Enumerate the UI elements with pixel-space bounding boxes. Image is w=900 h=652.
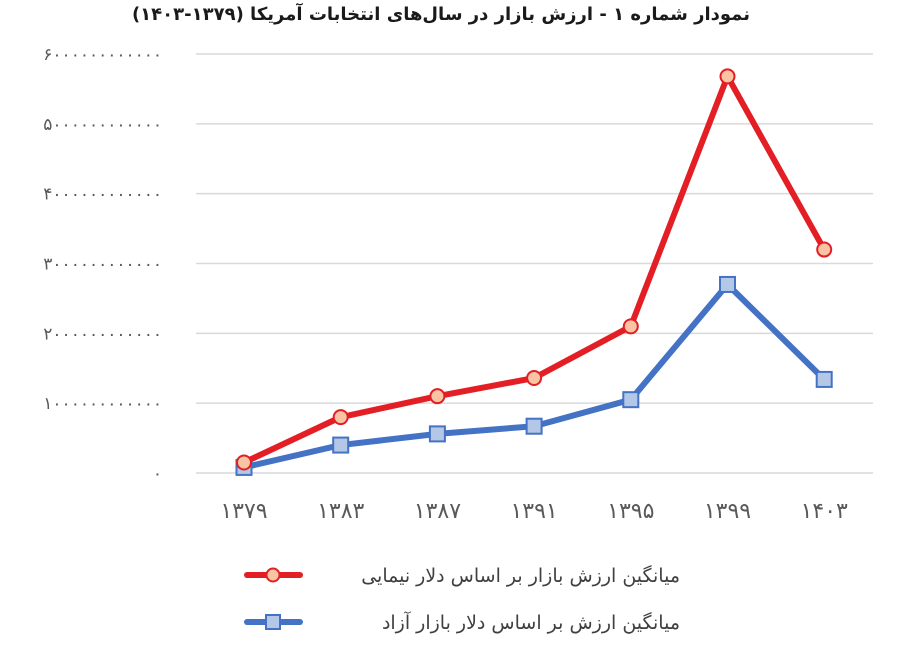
circle-marker [429, 388, 446, 405]
x-tick-label: ۱۳۸۳ [317, 499, 364, 524]
series-free-market-dollar [235, 275, 833, 476]
square-marker [525, 417, 543, 435]
x-tick-label: ۱۳۹۱ [510, 499, 557, 524]
y-tick-label: ۲۰۰۰۰۰۰۰۰۰۰۰۰ [43, 324, 162, 344]
y-tick-label: ۵۰۰۰۰۰۰۰۰۰۰۰۰ [43, 115, 162, 135]
legend-label: میانگین ارزش بازار بر اساس دلار نیمایی [361, 564, 680, 587]
chart-title: نمودار شماره ۱ - ارزش بازار در سال‌های ا… [131, 4, 750, 25]
series-nima-dollar [236, 68, 833, 471]
y-tick-label: ۴۰۰۰۰۰۰۰۰۰۰۰۰ [43, 185, 162, 205]
square-marker [815, 370, 833, 388]
square-marker [428, 425, 446, 443]
y-tick-label: ۳۰۰۰۰۰۰۰۰۰۰۰۰ [43, 255, 162, 275]
circle-marker [332, 409, 349, 426]
circle-marker [622, 318, 639, 335]
legend-item: میانگین ارزش بر اساس دلار بازار آزاد [244, 610, 680, 634]
x-tick-label: ۱۳۷۹ [220, 499, 267, 524]
x-tick-label: ۱۳۹۵ [607, 499, 654, 524]
legend-circle-icon [265, 567, 281, 583]
legend-label: میانگین ارزش بر اساس دلار بازار آزاد [382, 610, 680, 634]
legend-square-icon [265, 614, 281, 630]
square-marker [332, 436, 350, 454]
y-tick-label: ۱۰۰۰۰۰۰۰۰۰۰۰۰ [43, 394, 162, 414]
x-tick-label: ۱۴۰۳ [801, 499, 848, 524]
circle-marker [719, 68, 736, 85]
y-tick-label: ۶۰۰۰۰۰۰۰۰۰۰۰۰ [43, 45, 162, 65]
y-tick-label: ۰ [153, 464, 162, 484]
x-tick-label: ۱۳۹۹ [704, 499, 751, 524]
circle-marker [236, 454, 252, 471]
square-marker [719, 275, 736, 293]
circle-marker [526, 370, 543, 387]
legend-item: میانگین ارزش بازار بر اساس دلار نیمایی [244, 564, 680, 587]
x-tick-label: ۱۳۸۷ [414, 499, 461, 524]
circle-marker [816, 241, 833, 258]
square-marker [622, 391, 640, 409]
